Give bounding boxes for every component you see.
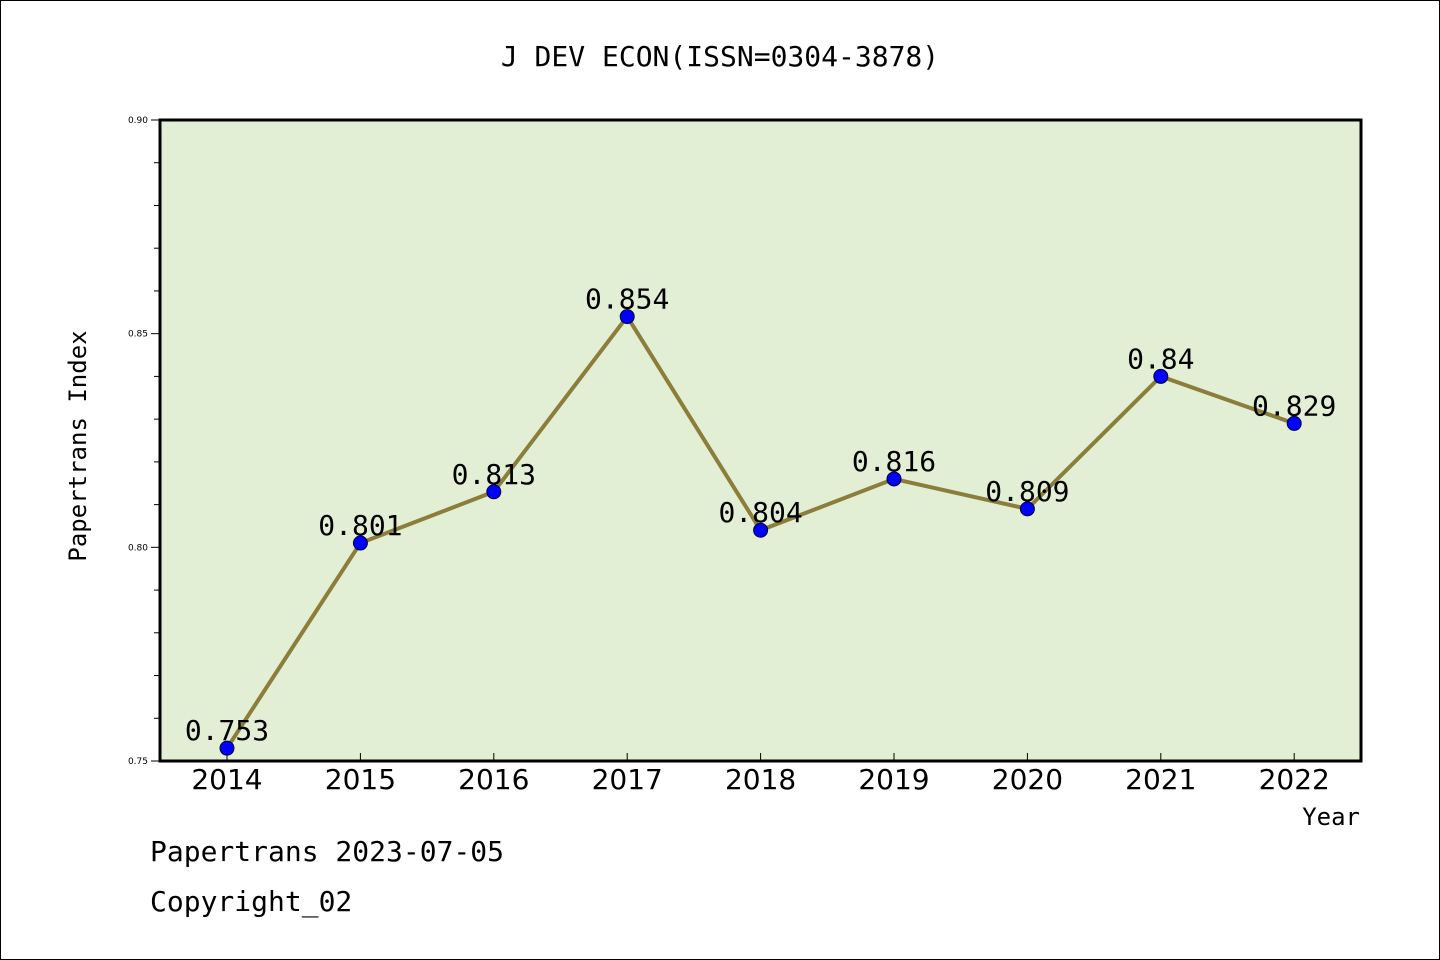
x-axis: 2014 2015 2016 2017 2018 2019 2020 2021 2022: [191, 753, 1330, 796]
footer-copyright-text: Copyright_02: [150, 885, 353, 918]
x-tick-label: 2016: [458, 763, 529, 796]
data-point: [219, 740, 235, 756]
data-label: 0.809: [985, 475, 1069, 508]
data-label: 0.829: [1252, 389, 1336, 422]
data-point: [886, 471, 902, 487]
y-axis: 0.75 0.80 0.85 0.90: [128, 116, 160, 767]
data-point: [619, 309, 635, 325]
data-points: [219, 309, 1302, 756]
x-tick-label: 2015: [325, 763, 396, 796]
data-label: 0.801: [318, 509, 402, 542]
x-axis-label: Year: [1302, 803, 1360, 831]
chart-title: J DEV ECON(ISSN=0304-3878): [501, 40, 939, 73]
x-tick-label: 2019: [858, 763, 929, 796]
data-label: 0.753: [185, 714, 269, 747]
y-tick-label: 0.90: [128, 116, 148, 126]
data-point: [753, 522, 769, 538]
y-axis-label: Papertrans Index: [64, 330, 92, 561]
plot-area: [158, 118, 1363, 763]
data-point: [1153, 368, 1169, 384]
data-label: 0.816: [852, 445, 936, 478]
y-tick-label: 0.85: [128, 330, 148, 340]
data-point: [1286, 415, 1302, 431]
footer-date-text: Papertrans 2023-07-05: [150, 835, 505, 868]
x-tick-label: 2022: [1259, 763, 1330, 796]
data-point: [1019, 501, 1035, 517]
data-point: [486, 484, 502, 500]
data-label: 0.813: [452, 458, 536, 491]
y-tick-label: 0.80: [128, 543, 148, 553]
x-tick-label: 2020: [992, 763, 1063, 796]
data-labels: 0.753 0.801 0.813 0.854 0.804 0.816 0.809 0.84 0…: [185, 283, 1336, 748]
x-tick-label: 2017: [592, 763, 663, 796]
data-label: 0.854: [585, 283, 669, 316]
x-tick-label: 2018: [725, 763, 796, 796]
data-label: 0.804: [718, 496, 802, 529]
data-point: [352, 535, 368, 551]
y-tick-label: 0.75: [128, 757, 148, 767]
x-tick-label: 2021: [1125, 763, 1196, 796]
data-label: 0.84: [1127, 342, 1194, 375]
x-tick-label: 2014: [191, 763, 262, 796]
